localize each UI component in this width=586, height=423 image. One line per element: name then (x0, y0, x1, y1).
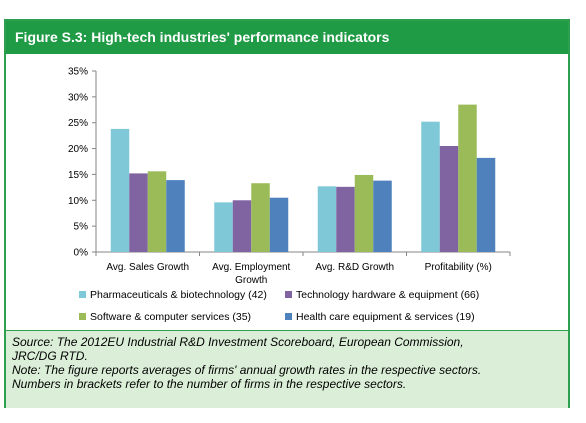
legend-label: Health care equipment & services (19) (296, 311, 475, 323)
x-category-label: Avg. R&D Growth (315, 262, 394, 273)
bar (129, 173, 148, 252)
bar (110, 128, 130, 252)
legend-label: Technology hardware & equipment (66) (296, 289, 479, 301)
x-category-label: Growth (235, 275, 267, 286)
bar (214, 202, 233, 252)
x-category-label: Profitability (%) (425, 262, 492, 273)
legend-swatch (285, 291, 292, 298)
bar-chart: 0% 5% 10% 15% 20% 25% 30% 35% Avg. Sales Growth A… (68, 67, 511, 323)
legend-swatch (79, 291, 86, 298)
legend-swatch (285, 313, 292, 320)
y-tick-label: 5% (74, 222, 89, 233)
bar (232, 200, 252, 252)
legend-label: Software & computer services (35) (90, 311, 251, 323)
source-line: JRC/DG RTD. (12, 349, 88, 363)
y-tick-label: 20% (68, 144, 88, 155)
legend-label: Pharmaceuticals & biotechnology (42) (90, 289, 267, 301)
source-note: Source: The 2012EU Industrial R&D Invest… (6, 330, 568, 408)
bar (269, 197, 289, 252)
bar (147, 171, 167, 252)
bar (421, 121, 440, 253)
figure-frame: Figure S.3: High-tech industries' perfor… (4, 19, 570, 408)
bar (166, 180, 185, 252)
note-line: Note: The figure reports averages of fir… (12, 363, 482, 377)
y-tick-label: 35% (68, 67, 88, 78)
figure-title: Figure S.3: High-tech industries' perfor… (6, 21, 568, 54)
bar (354, 174, 374, 252)
x-category-label: Avg. Sales Growth (106, 262, 189, 273)
bar (317, 186, 337, 252)
y-tick-label: 25% (68, 118, 88, 129)
bar (373, 180, 392, 252)
legend-swatch (79, 313, 86, 320)
y-tick-label: 10% (68, 196, 88, 207)
note-line: Numbers in brackets refer to the number … (12, 377, 407, 391)
y-tick-label: 0% (74, 248, 89, 259)
y-tick-label: 30% (68, 92, 88, 103)
bar (476, 157, 496, 252)
bar (458, 104, 477, 252)
bar (439, 145, 459, 252)
bar (251, 183, 270, 252)
source-line: Source: The 2012EU Industrial R&D Invest… (12, 335, 464, 349)
y-tick-label: 15% (68, 170, 88, 181)
x-category-label: Avg. Employment (212, 262, 290, 273)
bar (336, 186, 355, 252)
